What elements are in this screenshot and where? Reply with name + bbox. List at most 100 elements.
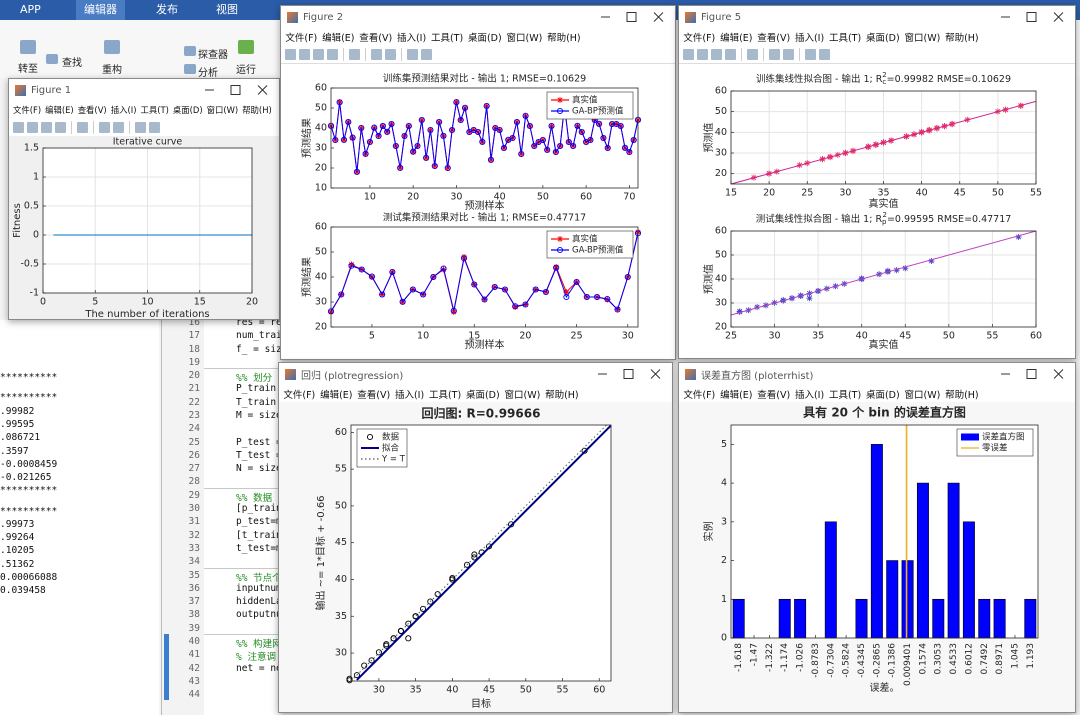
menu-item[interactable]: 帮助(H): [545, 389, 579, 401]
marker: [496, 126, 503, 134]
y-tick-label: 30: [715, 298, 727, 309]
line-number: 23: [188, 410, 200, 422]
menu-item[interactable]: 桌面(D): [465, 389, 500, 401]
code-line: N = size: [236, 463, 282, 475]
tab[interactable]: 视图: [216, 3, 238, 16]
x-tick-label: 35: [812, 331, 824, 342]
menu-item[interactable]: 编辑(E): [45, 104, 74, 115]
menu-item[interactable]: 窗口(W): [504, 389, 541, 401]
tool-label[interactable]: 分析: [198, 68, 218, 78]
menu-item[interactable]: 文件(F): [683, 32, 716, 44]
menu-item[interactable]: 窗口(W): [904, 32, 941, 44]
menu-item[interactable]: 查看(V): [757, 32, 791, 44]
title-bar: 回归 (plotregression): [279, 363, 672, 385]
data-line: [730, 100, 1037, 185]
x-tick-label: 55: [1030, 188, 1042, 199]
menu-item[interactable]: 桌面(D): [865, 389, 900, 401]
menu-item[interactable]: 文件(F): [683, 389, 716, 401]
legend-label: GA-BP预测值: [572, 245, 624, 256]
x-axis-label: 目标: [471, 698, 491, 710]
tab[interactable]: APP: [20, 3, 41, 16]
window-controls[interactable]: [596, 368, 666, 380]
menu-item[interactable]: 编辑(E): [720, 389, 753, 401]
x-tick-label: 0.4533: [949, 643, 959, 675]
code-line: %% 节点个: [236, 572, 282, 584]
menu-item[interactable]: 编辑(E): [720, 32, 753, 44]
menu-bar: 文件(F) 编辑(E) 查看(V) 插入(I) 工具(T) 桌面(D) 窗口(W) 帮助(H): [679, 385, 1075, 402]
command-output-line: .086721: [0, 432, 41, 443]
tool-label[interactable]: 探查器: [198, 50, 228, 61]
line-number: 27: [188, 463, 200, 475]
menu-item[interactable]: 插入(I): [794, 389, 825, 401]
title-part: 训练集线性拟合图 - 输出 1; R: [756, 73, 883, 85]
tool-icon[interactable]: [46, 54, 58, 64]
window-controls[interactable]: [999, 11, 1069, 23]
menu-item[interactable]: 编辑(E): [320, 389, 353, 401]
tool-icon[interactable]: [104, 40, 120, 54]
x-tick-label: 35: [877, 188, 889, 199]
menu-item[interactable]: 文件(F): [13, 104, 42, 115]
menu-item[interactable]: 插入(I): [394, 389, 425, 401]
menu-item[interactable]: 帮助(H): [547, 32, 581, 44]
menu-item[interactable]: 文件(F): [283, 389, 316, 401]
marker: [471, 554, 478, 561]
marker: [419, 605, 427, 612]
tool-label[interactable]: 查找: [62, 58, 82, 69]
window-controls[interactable]: [999, 368, 1069, 380]
bar: [1024, 598, 1037, 639]
window-controls[interactable]: [203, 84, 273, 96]
command-output-line: **********: [0, 485, 58, 496]
marker: [481, 296, 488, 303]
tool-icon[interactable]: [238, 40, 254, 54]
menu-item[interactable]: 查看(V): [359, 32, 393, 44]
tool-icon[interactable]: [184, 46, 196, 56]
menu-item[interactable]: 窗口(W): [206, 104, 239, 115]
marker: [928, 258, 935, 264]
menu-item[interactable]: 桌面(D): [467, 32, 502, 44]
menu-item[interactable]: 窗口(W): [506, 32, 543, 44]
tool-label[interactable]: 重构: [102, 65, 122, 76]
window-icon: [287, 11, 298, 23]
tool-label[interactable]: 运行: [236, 65, 256, 76]
chart-title: Iterative curve: [113, 137, 183, 148]
legend-label: 误差直方图: [982, 432, 1025, 443]
menu-item[interactable]: 桌面(D): [172, 104, 203, 115]
marker: [366, 138, 373, 146]
menu-item[interactable]: 插入(I): [396, 32, 427, 44]
tab[interactable]: 发布: [156, 3, 178, 16]
x-axis-label: 预测样本: [465, 199, 505, 212]
menu-item[interactable]: 查看(V): [357, 389, 391, 401]
data-line: [356, 424, 612, 681]
menu-item[interactable]: 编辑(E): [322, 32, 355, 44]
tool-icon[interactable]: [20, 40, 36, 54]
menu-item[interactable]: 帮助(H): [945, 389, 979, 401]
tool-icon[interactable]: [184, 64, 196, 74]
y-axis-label: 预测值: [702, 264, 715, 294]
menu-item[interactable]: 帮助(H): [945, 32, 979, 44]
tool-label[interactable]: 转至: [18, 64, 38, 75]
menu-item[interactable]: 插入(I): [794, 32, 825, 44]
menu-item[interactable]: 工具(T): [140, 104, 169, 115]
marker: [487, 156, 495, 163]
menu-item[interactable]: 工具(T): [430, 32, 464, 44]
marker: [1015, 234, 1022, 240]
menu-item[interactable]: 工具(T): [428, 389, 462, 401]
tab[interactable]: 编辑器: [76, 0, 125, 20]
menu-item[interactable]: 工具(T): [828, 32, 862, 44]
axes-background: [731, 425, 1038, 638]
menu-item[interactable]: 帮助(H): [242, 104, 272, 115]
menu-item[interactable]: 查看(V): [757, 389, 791, 401]
menu-item[interactable]: 工具(T): [828, 389, 862, 401]
menu-item[interactable]: 文件(F): [285, 32, 318, 44]
toolbar: [679, 45, 1075, 64]
menu-item[interactable]: 桌面(D): [865, 32, 900, 44]
marker: [353, 168, 360, 175]
line-number: 19: [188, 356, 200, 368]
bar: [778, 598, 791, 639]
window-controls[interactable]: [599, 11, 669, 23]
menu-item[interactable]: 窗口(W): [904, 389, 941, 401]
menu-item[interactable]: 插入(I): [110, 104, 137, 115]
x-tick-label: -0.4345: [857, 643, 867, 678]
menu-item[interactable]: 查看(V): [77, 104, 107, 115]
marker: [614, 306, 621, 313]
